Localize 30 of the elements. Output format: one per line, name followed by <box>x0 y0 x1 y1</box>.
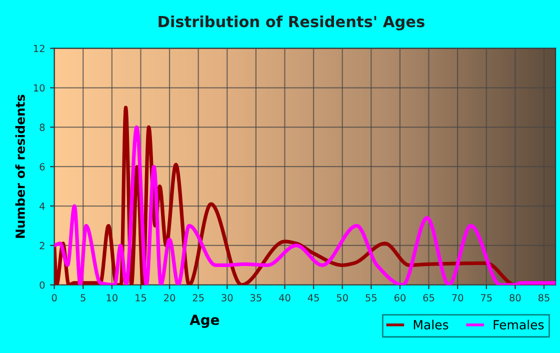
x-tick-label: 35 <box>250 294 262 302</box>
chart-title: Distribution of Residents' Ages <box>158 15 424 30</box>
y-axis-title: Number of residents <box>15 94 25 238</box>
x-tick-label: 30 <box>222 294 233 302</box>
x-tick-label: 15 <box>136 294 146 302</box>
y-tick-label: 2 <box>40 242 44 250</box>
x-tick-label: 60 <box>394 294 406 302</box>
legend-label: Males <box>414 320 448 330</box>
x-tick-label: 70 <box>452 294 464 302</box>
x-tick-label: 55 <box>366 294 377 302</box>
x-tick-label: 0 <box>52 294 57 302</box>
y-tick-label: 0 <box>40 281 45 289</box>
x-tick-label: 50 <box>336 294 348 302</box>
x-tick-label: 75 <box>481 294 492 302</box>
x-tick-label: 20 <box>164 294 176 302</box>
x-tick-label: 25 <box>192 294 204 302</box>
x-tick-label: 40 <box>279 294 290 302</box>
y-tick-label: 12 <box>34 44 44 52</box>
y-tick-label: 8 <box>40 124 45 132</box>
x-tick-label: 5 <box>80 294 86 302</box>
x-tick-label: 45 <box>308 294 319 302</box>
y-tick-label: 4 <box>40 202 45 210</box>
x-tick-label: 85 <box>538 294 550 302</box>
x-axis-title: Age <box>190 314 220 328</box>
x-tick-label: 65 <box>423 294 434 302</box>
y-tick-label: 6 <box>40 163 45 170</box>
x-tick-label: 10 <box>106 294 118 302</box>
legend-label: Females <box>494 320 544 330</box>
y-tick-label: 10 <box>34 84 45 92</box>
x-tick-label: 80 <box>510 294 521 302</box>
